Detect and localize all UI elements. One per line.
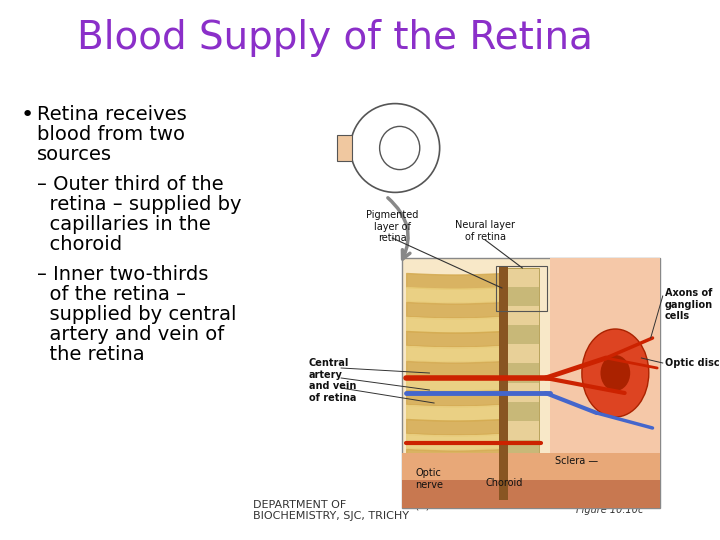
Text: Figure 10.10c: Figure 10.10c — [576, 505, 644, 515]
Text: Neural layer
of retina: Neural layer of retina — [455, 220, 516, 241]
Text: sources: sources — [37, 145, 112, 164]
Bar — [504, 478, 539, 498]
Bar — [504, 268, 539, 288]
Bar — [504, 363, 539, 383]
Text: Axons of
ganglion
cells: Axons of ganglion cells — [665, 288, 713, 321]
Bar — [504, 459, 539, 479]
Text: Optic disc: Optic disc — [665, 358, 719, 368]
Text: Choroid: Choroid — [485, 478, 523, 488]
Text: •: • — [20, 105, 34, 125]
Bar — [402, 258, 660, 508]
Bar — [504, 287, 539, 307]
Text: artery and vein of: artery and vein of — [37, 325, 225, 344]
Bar — [550, 258, 660, 508]
Text: Blood Supply of the Retina: Blood Supply of the Retina — [77, 19, 593, 57]
Ellipse shape — [600, 355, 630, 391]
Text: – Outer third of the: – Outer third of the — [37, 175, 224, 194]
Bar — [504, 325, 539, 345]
Text: of the retina –: of the retina – — [37, 285, 186, 304]
Text: Sclera —: Sclera — — [555, 456, 598, 466]
Bar — [504, 402, 539, 422]
Text: BIOCHEMISTRY, SJC, TRICHY: BIOCHEMISTRY, SJC, TRICHY — [253, 511, 409, 521]
Ellipse shape — [582, 329, 649, 417]
Bar — [402, 480, 660, 508]
Text: (c): (c) — [415, 500, 429, 510]
Bar — [504, 268, 539, 498]
FancyArrowPatch shape — [388, 198, 410, 259]
Bar — [504, 421, 539, 441]
Text: the retina: the retina — [37, 345, 145, 364]
Bar — [504, 344, 539, 364]
Text: Retina receives: Retina receives — [37, 105, 187, 124]
Text: blood from two: blood from two — [37, 125, 185, 144]
Bar — [496, 266, 547, 311]
Text: Optic
nerve: Optic nerve — [415, 468, 444, 490]
Text: Pigmented
layer of
retina: Pigmented layer of retina — [366, 210, 418, 243]
Text: supplied by central: supplied by central — [37, 305, 237, 324]
Bar — [402, 453, 660, 483]
Bar — [504, 440, 539, 460]
Text: Central
artery
and vein
of retina: Central artery and vein of retina — [309, 358, 356, 403]
Text: DEPARTMENT OF: DEPARTMENT OF — [253, 500, 346, 510]
Text: choroid: choroid — [37, 235, 122, 254]
Bar — [338, 135, 352, 161]
Text: capillaries in the: capillaries in the — [37, 215, 211, 234]
Bar — [504, 306, 539, 326]
Bar — [499, 266, 508, 500]
Text: – Inner two-thirds: – Inner two-thirds — [37, 265, 209, 284]
Text: retina – supplied by: retina – supplied by — [37, 195, 242, 214]
Bar — [504, 383, 539, 403]
